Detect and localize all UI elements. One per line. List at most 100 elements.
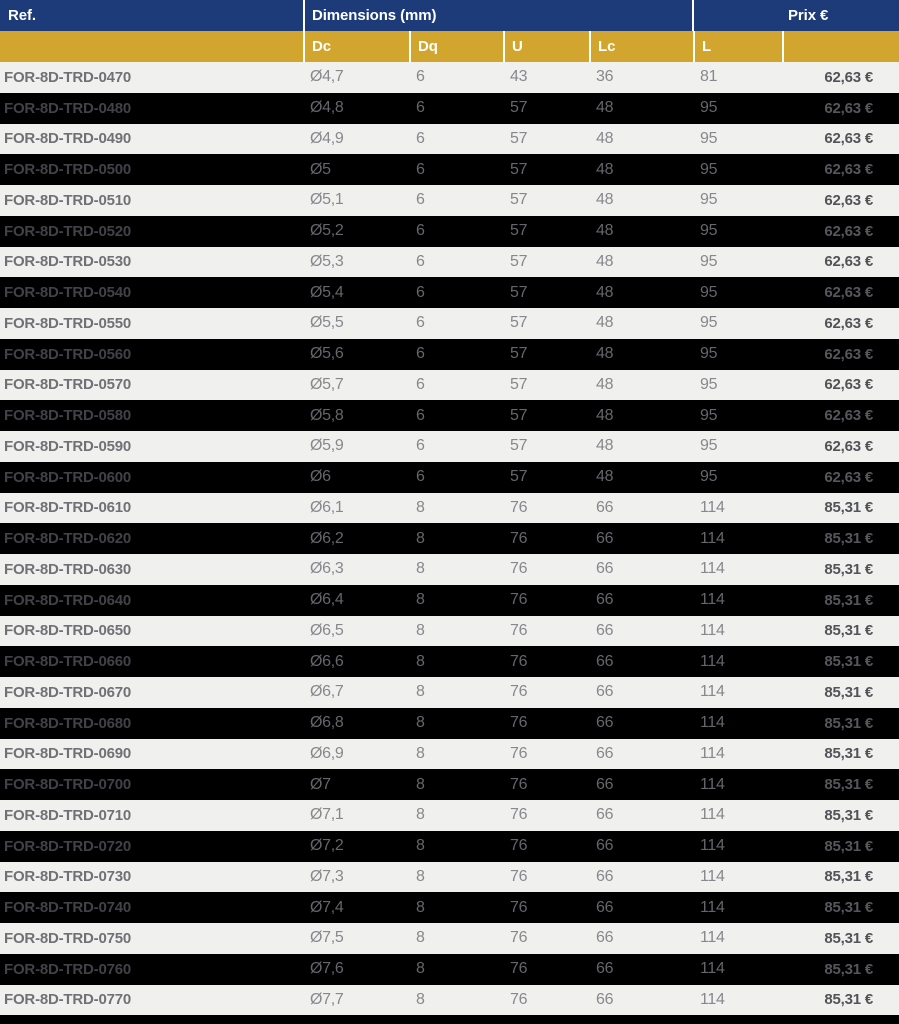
cell-lc: 48 [596, 252, 614, 270]
cell-dc: Ø7,4 [310, 898, 344, 916]
cell-ref: FOR-8D-TRD-0750 [4, 929, 132, 947]
cell-ref: FOR-8D-TRD-0760 [4, 960, 132, 978]
cell-u: 57 [510, 406, 528, 424]
cell-dq: 6 [416, 160, 425, 178]
cell-ref: FOR-8D-TRD-0480 [4, 99, 132, 117]
cell-u: 57 [510, 468, 528, 486]
cell-lc: 66 [596, 591, 614, 609]
cell-price: 85,31 € [824, 714, 873, 732]
cell-price: 62,63 € [824, 222, 873, 240]
cell-l: 95 [700, 160, 718, 178]
cell-l: 95 [700, 129, 718, 147]
cell-ref: FOR-8D-TRD-0620 [4, 530, 132, 548]
cell-l: 114 [700, 744, 725, 762]
cell-dc: Ø5,5 [310, 314, 344, 332]
cell-dq: 6 [416, 222, 425, 240]
cell-l: 114 [700, 714, 725, 732]
cell-lc: 66 [596, 960, 614, 978]
cell-dq: 6 [416, 68, 425, 86]
table-row: FOR-8D-TRD-0600 Ø6 6 57 48 95 62,63 € [0, 461, 899, 493]
cell-dc: Ø7,2 [310, 837, 344, 855]
subheader-lc: Lc [589, 31, 693, 62]
cell-lc: 66 [596, 621, 614, 639]
cell-u: 76 [510, 960, 528, 978]
cell-ref: FOR-8D-TRD-0670 [4, 683, 132, 701]
cell-lc: 66 [596, 990, 614, 1008]
cell-dq: 8 [416, 806, 425, 824]
cell-u: 76 [510, 867, 528, 885]
cell-u: 76 [510, 898, 528, 916]
cell-u: 57 [510, 314, 528, 332]
table-row: FOR-8D-TRD-0640 Ø6,4 8 76 66 114 85,31 € [0, 584, 899, 616]
cell-dq: 8 [416, 744, 425, 762]
cell-dc: Ø4,7 [310, 68, 344, 86]
cell-l: 114 [700, 591, 725, 609]
cell-dc: Ø7 [310, 775, 331, 793]
cell-lc: 66 [596, 867, 614, 885]
cell-u: 76 [510, 560, 528, 578]
subheader-price-spacer [782, 31, 899, 62]
table-row: FOR-8D-TRD-0560 Ø5,6 6 57 48 95 62,63 € [0, 338, 899, 370]
cell-u: 76 [510, 652, 528, 670]
table-row: FOR-8D-TRD-0510 Ø5,1 6 57 48 95 62,63 € [0, 185, 899, 216]
cell-ref: FOR-8D-TRD-0580 [4, 407, 132, 425]
table-body: FOR-8D-TRD-0470 Ø4,7 6 43 36 81 62,63 € … [0, 62, 899, 1016]
cell-u: 57 [510, 345, 528, 363]
cell-lc: 66 [596, 498, 614, 516]
cell-price: 62,63 € [824, 284, 873, 302]
cell-dc: Ø5,4 [310, 283, 344, 301]
cell-dc: Ø6,7 [310, 683, 344, 701]
cell-l: 95 [700, 99, 718, 117]
cell-dc: Ø4,9 [310, 129, 344, 147]
table-row: FOR-8D-TRD-0580 Ø5,8 6 57 48 95 62,63 € [0, 400, 899, 431]
cell-u: 57 [510, 99, 528, 117]
cell-price: 85,31 € [824, 622, 873, 640]
table-row: FOR-8D-TRD-0490 Ø4,9 6 57 48 95 62,63 € [0, 123, 899, 155]
cell-price: 85,31 € [824, 653, 873, 671]
cell-dc: Ø5 [310, 160, 331, 178]
table-row: FOR-8D-TRD-0730 Ø7,3 8 76 66 114 85,31 € [0, 861, 899, 893]
cell-dq: 8 [416, 621, 425, 639]
cell-l: 95 [700, 345, 718, 363]
cell-dq: 6 [416, 437, 425, 455]
cell-u: 76 [510, 498, 528, 516]
cell-lc: 48 [596, 375, 614, 393]
table-row: FOR-8D-TRD-0620 Ø6,2 8 76 66 114 85,31 € [0, 523, 899, 554]
cell-u: 57 [510, 191, 528, 209]
cell-price: 85,31 € [824, 960, 873, 978]
cell-u: 57 [510, 222, 528, 240]
cell-ref: FOR-8D-TRD-0590 [4, 437, 132, 455]
cell-dc: Ø6 [310, 468, 331, 486]
cell-ref: FOR-8D-TRD-0640 [4, 591, 132, 609]
cell-dq: 8 [416, 683, 425, 701]
cell-dq: 6 [416, 99, 425, 117]
cell-price: 62,63 € [824, 314, 873, 332]
cell-dc: Ø7,7 [310, 990, 344, 1008]
cell-ref: FOR-8D-TRD-0600 [4, 468, 132, 486]
cell-dc: Ø6,2 [310, 529, 344, 547]
cell-price: 62,63 € [824, 437, 873, 455]
cell-dq: 6 [416, 252, 425, 270]
cell-lc: 48 [596, 160, 614, 178]
cell-price: 85,31 € [824, 560, 873, 578]
subheader-l: L [693, 31, 782, 62]
cell-lc: 66 [596, 652, 614, 670]
cell-u: 76 [510, 990, 528, 1008]
cell-l: 114 [700, 775, 725, 793]
cell-l: 95 [700, 468, 718, 486]
cell-u: 76 [510, 529, 528, 547]
cell-lc: 48 [596, 283, 614, 301]
cell-dc: Ø6,8 [310, 714, 344, 732]
subheader-dc: Dc [303, 31, 409, 62]
cell-ref: FOR-8D-TRD-0740 [4, 899, 132, 917]
cell-ref: FOR-8D-TRD-0650 [4, 622, 132, 640]
cell-lc: 66 [596, 775, 614, 793]
table-row: FOR-8D-TRD-0660 Ø6,6 8 76 66 114 85,31 € [0, 646, 899, 677]
cell-dc: Ø7,5 [310, 929, 344, 947]
cell-l: 114 [700, 652, 725, 670]
cell-u: 76 [510, 744, 528, 762]
cell-ref: FOR-8D-TRD-0700 [4, 776, 132, 794]
cell-ref: FOR-8D-TRD-0490 [4, 130, 132, 148]
cell-dq: 8 [416, 775, 425, 793]
